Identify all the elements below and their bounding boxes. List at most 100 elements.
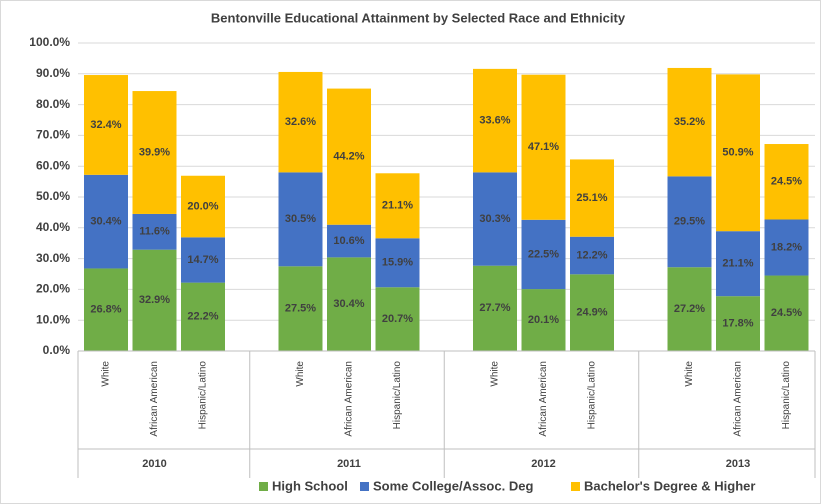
data-label: 30.4% (90, 216, 121, 228)
data-label: 22.2% (187, 311, 218, 323)
bar-segment (132, 213, 177, 250)
x-tick-label: African American (344, 361, 355, 437)
data-label: 15.9% (382, 257, 413, 269)
data-label: 44.2% (333, 151, 364, 163)
bar-segment (570, 236, 614, 275)
data-label: 32.9% (139, 294, 170, 306)
data-label: 30.5% (285, 213, 316, 225)
legend-swatch (571, 482, 580, 491)
x-tick-label: White (490, 361, 501, 387)
data-label: 35.2% (674, 116, 705, 128)
y-tick-label: 20.0% (36, 282, 70, 296)
bar-segment (521, 74, 566, 220)
data-label: 24.9% (576, 307, 607, 319)
data-label: 30.4% (333, 298, 364, 310)
y-tick-label: 60.0% (36, 158, 70, 172)
bar-segment (473, 68, 517, 173)
bar-segment (327, 88, 371, 225)
data-label: 22.5% (528, 248, 559, 260)
bar-segment (667, 67, 712, 177)
bar-segment (181, 282, 225, 351)
y-tick-label: 0.0% (43, 343, 71, 357)
data-label: 50.9% (722, 147, 753, 159)
x-tick-label: Hispanic/Latino (587, 361, 598, 430)
y-tick-label: 90.0% (36, 66, 70, 80)
bar-segment (570, 274, 614, 351)
chart-title: Bentonville Educational Attainment by Se… (211, 10, 626, 25)
data-label: 27.7% (479, 302, 510, 314)
bar-segment (278, 266, 323, 351)
bar-segment (716, 74, 760, 232)
y-tick-label: 70.0% (36, 128, 70, 142)
data-label: 33.6% (479, 115, 510, 127)
data-label: 26.8% (90, 304, 121, 316)
data-label: 27.2% (674, 303, 705, 315)
bar-segment (181, 237, 225, 283)
data-label: 12.2% (576, 249, 607, 261)
data-label: 18.2% (771, 241, 802, 253)
bar-segment (473, 172, 517, 266)
data-label: 11.6% (139, 226, 170, 238)
bar-segment (278, 71, 323, 173)
group-label: 2012 (531, 458, 555, 470)
legend-label: Some College/Assoc. Deg (373, 478, 533, 493)
group-label: 2011 (337, 458, 361, 470)
bar-segment (667, 267, 712, 351)
data-label: 47.1% (528, 141, 559, 153)
group-label: 2010 (142, 458, 166, 470)
bar-segment (375, 238, 420, 288)
data-label: 32.6% (285, 116, 316, 128)
legend-swatch (360, 482, 369, 491)
data-label: 24.5% (771, 176, 802, 188)
x-tick-label: White (101, 361, 112, 387)
bar-segment (132, 91, 177, 214)
y-tick-label: 100.0% (29, 35, 70, 49)
bar-segment (327, 224, 371, 258)
y-tick-label: 80.0% (36, 97, 70, 111)
data-label: 27.5% (285, 303, 316, 315)
x-tick-label: African American (538, 361, 549, 437)
data-label: 32.4% (90, 119, 121, 131)
bar-segment (327, 257, 371, 351)
bar-segment (181, 175, 225, 238)
bar-segment (667, 176, 712, 268)
y-tick-label: 10.0% (36, 312, 70, 326)
bar-segment (84, 268, 128, 351)
bar-segment (375, 287, 420, 351)
bar-segment (716, 296, 760, 351)
data-label: 24.5% (771, 307, 802, 319)
bar-segment (84, 75, 128, 175)
bar-segment (375, 173, 420, 239)
bar-segment (764, 144, 809, 220)
bar-segment (132, 249, 177, 351)
legend-label: High School (272, 478, 348, 493)
data-label: 39.9% (139, 146, 170, 158)
data-label: 14.7% (187, 254, 218, 266)
data-label: 20.1% (528, 314, 559, 326)
bar-segment (764, 219, 809, 276)
y-tick-label: 40.0% (36, 220, 70, 234)
x-tick-label: Hispanic/Latino (781, 361, 792, 430)
data-label: 30.3% (479, 213, 510, 225)
bar-segment (473, 265, 517, 351)
bar-segment (84, 174, 128, 269)
data-label: 17.8% (722, 317, 753, 329)
data-label: 25.1% (576, 192, 607, 204)
data-label: 21.1% (722, 258, 753, 270)
bar-segment (521, 219, 566, 290)
data-label: 20.0% (187, 200, 218, 212)
x-tick-label: White (295, 361, 306, 387)
bar-segment (278, 172, 323, 267)
group-label: 2013 (726, 458, 750, 470)
data-label: 29.5% (674, 216, 705, 228)
x-tick-label: Hispanic/Latino (198, 361, 209, 430)
bar-segment (764, 275, 809, 351)
y-tick-label: 30.0% (36, 251, 70, 265)
x-tick-label: Hispanic/Latino (392, 361, 403, 430)
data-label: 21.1% (382, 200, 413, 212)
x-tick-label: African American (733, 361, 744, 437)
bar-segment (521, 289, 566, 351)
legend-label: Bachelor's Degree & Higher (584, 478, 755, 493)
x-tick-label: White (684, 361, 695, 387)
